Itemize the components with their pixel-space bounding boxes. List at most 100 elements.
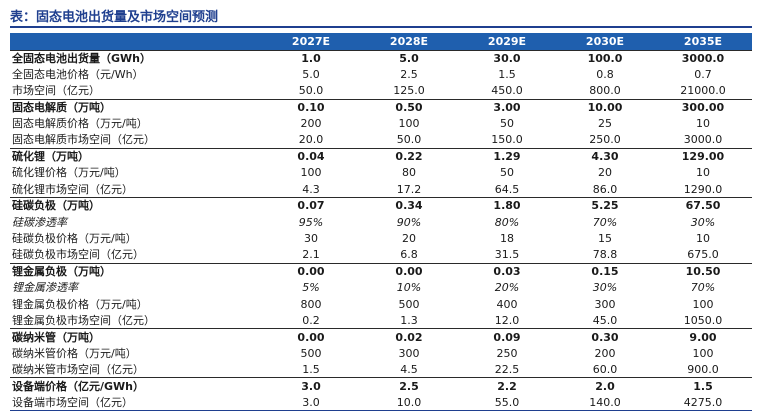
row-value: 1.5	[302, 362, 320, 376]
row-value: 0.04	[262, 147, 360, 165]
table-row: 全固态电池出货量（GWh） 1.0 5.0 30.0 100.0 3000.0	[10, 49, 752, 67]
row-value: 1.0	[262, 49, 360, 67]
table-row: 硅碳负极市场空间（亿元） 2.1 6.8 31.5 78.8 675.0	[10, 247, 752, 263]
row-label: 碳纳米管价格（万元/吨）	[12, 346, 137, 360]
table-row: 硅碳渗透率 95% 90% 80% 70% 30%	[10, 214, 752, 230]
row-value: 1050.0	[683, 313, 723, 327]
row-value: 4.30	[556, 147, 654, 165]
table-row: 碳纳米管价格（万元/吨） 500 300 250 200 100	[10, 345, 752, 361]
row-value: 45.0	[592, 313, 618, 327]
row-value: 800.0	[589, 84, 621, 98]
row-value: 10%	[396, 281, 422, 295]
row-label: 碳纳米管市场空间（亿元）	[12, 362, 144, 376]
row-value: 30%	[690, 215, 716, 229]
table-row: 硫化锂市场空间（亿元） 4.3 17.2 64.5 86.0 1290.0	[10, 181, 752, 197]
row-value: 3.0	[262, 377, 360, 395]
row-value: 64.5	[494, 182, 520, 196]
row-value: 20%	[494, 281, 520, 295]
row-value: 95%	[298, 215, 324, 229]
row-value: 500	[398, 297, 420, 311]
header-cell-2030e: 2030E	[556, 33, 654, 50]
row-value: 86.0	[592, 182, 618, 196]
row-label: 设备端市场空间（亿元）	[10, 394, 262, 412]
forecast-table: 2027E 2028E 2029E 2030E 2035E 全固态电池出货量（G…	[10, 33, 752, 412]
row-value: 0.10	[262, 98, 360, 116]
table-row: 固态电解质价格（万元/吨） 200 100 50 25 10	[10, 116, 752, 132]
row-label: 锂金属负极价格（万元/吨）	[12, 297, 148, 311]
row-value: 0.07	[262, 197, 360, 214]
row-value: 22.5	[494, 362, 520, 376]
table-row: 锂金属负极（万吨） 0.00 0.00 0.03 0.15 10.50	[10, 262, 752, 280]
row-value: 50	[500, 166, 514, 180]
table-row: 硫化锂（万吨） 0.04 0.22 1.29 4.30 129.00	[10, 147, 752, 165]
row-value: 0.00	[360, 262, 458, 280]
row-value: 150.0	[491, 133, 523, 147]
row-value: 55.0	[458, 394, 556, 412]
row-value: 90%	[396, 215, 422, 229]
header-cell-2029e: 2029E	[458, 33, 556, 50]
header-cell-2028e: 2028E	[360, 33, 458, 50]
row-value: 100	[692, 297, 714, 311]
row-value: 12.0	[494, 313, 520, 327]
row-value: 0.02	[360, 328, 458, 346]
row-value: 100	[692, 346, 714, 360]
row-label: 碳纳米管（万吨）	[10, 328, 262, 346]
row-value: 129.00	[654, 147, 752, 165]
row-value: 100	[300, 166, 322, 180]
row-label: 硅碳负极（万吨）	[10, 197, 262, 214]
row-value: 10	[696, 166, 710, 180]
row-value: 0.03	[458, 262, 556, 280]
table-row: 硅碳负极价格（万元/吨） 30 20 18 15 10	[10, 230, 752, 246]
row-value: 5.0	[302, 68, 320, 82]
row-value: 70%	[690, 281, 716, 295]
row-value: 21000.0	[680, 84, 726, 98]
row-label: 全固态电池出货量（GWh）	[10, 49, 262, 67]
row-value: 0.09	[458, 328, 556, 346]
row-value: 2.5	[360, 377, 458, 395]
row-value: 5.25	[556, 197, 654, 214]
row-value: 800	[300, 297, 322, 311]
row-value: 250.0	[589, 133, 621, 147]
row-value: 80%	[494, 215, 520, 229]
row-value: 450.0	[491, 84, 523, 98]
row-value: 1.80	[458, 197, 556, 214]
row-value: 20	[402, 231, 416, 245]
row-value: 1.5	[498, 68, 516, 82]
row-value: 78.8	[592, 248, 618, 262]
table-row: 设备端价格（亿元/GWh） 3.0 2.5 2.2 2.0 1.5	[10, 377, 752, 395]
table-row: 锂金属渗透率 5% 10% 20% 30% 70%	[10, 279, 752, 295]
header-cell-label	[10, 33, 262, 50]
row-value: 3.00	[458, 98, 556, 116]
row-value: 10	[696, 117, 710, 131]
row-value: 30	[304, 231, 318, 245]
row-value: 10.50	[654, 262, 752, 280]
row-value: 1.29	[458, 147, 556, 165]
row-value: 2.2	[458, 377, 556, 395]
row-value: 100	[398, 117, 420, 131]
table-row: 硅碳负极（万吨） 0.07 0.34 1.80 5.25 67.50	[10, 197, 752, 214]
row-value: 10.0	[360, 394, 458, 412]
table-body: 全固态电池出货量（GWh） 1.0 5.0 30.0 100.0 3000.0 全固态电池价…	[10, 49, 752, 412]
row-value: 1290.0	[683, 182, 723, 196]
row-value: 0.2	[302, 313, 320, 327]
table-row: 锂金属负极市场空间（亿元） 0.2 1.3 12.0 45.0 1050.0	[10, 312, 752, 328]
row-value: 300.00	[654, 98, 752, 116]
row-value: 4.3	[302, 182, 320, 196]
row-value: 0.22	[360, 147, 458, 165]
row-value: 80	[402, 166, 416, 180]
title-divider	[10, 26, 752, 28]
row-value: 3000.0	[654, 49, 752, 67]
row-value: 0.7	[694, 68, 712, 82]
row-value: 0.8	[596, 68, 614, 82]
row-value: 50	[500, 117, 514, 131]
row-value: 60.0	[592, 362, 618, 376]
header-cell-2035e: 2035E	[654, 33, 752, 50]
row-value: 10.00	[556, 98, 654, 116]
row-label: 全固态电池价格（元/Wh）	[12, 68, 144, 82]
row-value: 31.5	[494, 248, 520, 262]
row-value: 2.0	[556, 377, 654, 395]
table-row: 碳纳米管市场空间（亿元） 1.5 4.5 22.5 60.0 900.0	[10, 361, 752, 377]
row-value: 140.0	[556, 394, 654, 412]
row-value: 200	[594, 346, 616, 360]
row-value: 250	[496, 346, 518, 360]
